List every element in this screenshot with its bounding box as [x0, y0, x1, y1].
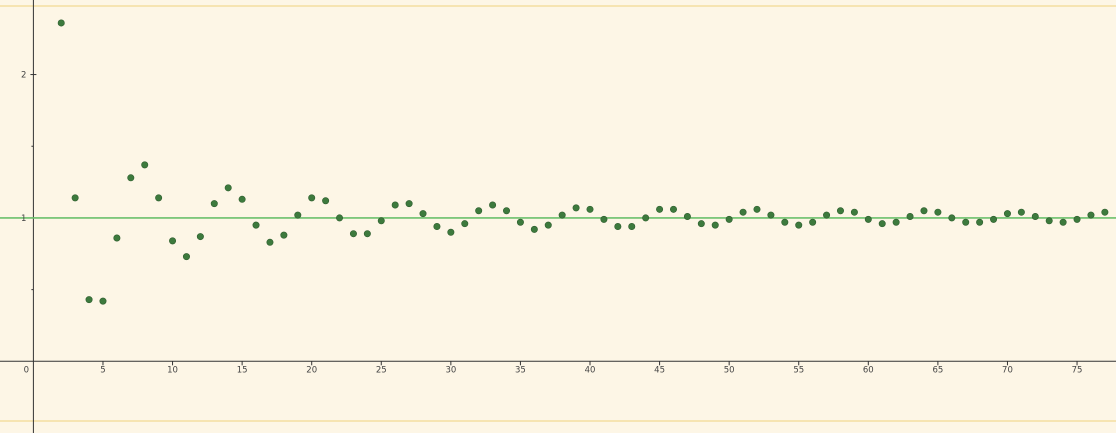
- data-point: [99, 297, 107, 305]
- tick-labels: 0 5 10 15 20 25 30 35 40 45 50 55 60 65 70 75 1 2: [21, 71, 1082, 376]
- x-tick-label: 35: [515, 365, 526, 375]
- data-point: [155, 194, 163, 202]
- data-point: [614, 223, 622, 231]
- data-point: [363, 230, 371, 238]
- data-point: [252, 221, 260, 229]
- data-point: [308, 194, 316, 202]
- data-point: [920, 207, 928, 215]
- data-point: [1045, 217, 1053, 225]
- data-point: [196, 233, 204, 241]
- data-point: [1003, 210, 1011, 218]
- x-tick-label: 65: [932, 365, 943, 375]
- data-point: [934, 208, 942, 216]
- data-point: [391, 201, 399, 209]
- x-tick-label: 60: [863, 365, 874, 375]
- data-point: [572, 204, 580, 212]
- data-point: [600, 215, 608, 223]
- data-point: [711, 221, 719, 229]
- x-tick-label: 10: [167, 365, 178, 375]
- data-point: [656, 205, 664, 213]
- data-point: [419, 210, 427, 218]
- data-point: [85, 296, 93, 304]
- data-point: [948, 214, 956, 222]
- data-point: [238, 195, 246, 203]
- data-point: [1087, 211, 1095, 219]
- data-point: [725, 215, 733, 223]
- data-point: [461, 220, 469, 228]
- data-point: [739, 208, 747, 216]
- x-tick-label: 70: [1002, 365, 1013, 375]
- data-point: [280, 231, 288, 239]
- data-point: [990, 215, 998, 223]
- data-point: [906, 213, 914, 221]
- x-tick-label: 0: [24, 365, 29, 375]
- data-point: [864, 215, 872, 223]
- x-tick-label: 30: [445, 365, 456, 375]
- data-point: [294, 211, 302, 219]
- data-point: [892, 218, 900, 226]
- x-tick-label: 55: [793, 365, 804, 375]
- data-point: [683, 213, 691, 221]
- data-point: [1031, 213, 1039, 221]
- x-tick-label: 25: [376, 365, 387, 375]
- data-point: [878, 220, 886, 228]
- data-point: [697, 220, 705, 228]
- data-point: [57, 19, 65, 27]
- data-point: [1101, 208, 1109, 216]
- data-point: [836, 207, 844, 215]
- data-point: [210, 200, 218, 208]
- data-point: [169, 237, 177, 245]
- x-tick-label: 15: [237, 365, 248, 375]
- data-point: [127, 174, 135, 182]
- x-tick-label: 75: [1072, 365, 1083, 375]
- x-tick-label: 50: [724, 365, 735, 375]
- data-point: [850, 208, 858, 216]
- data-point: [586, 205, 594, 213]
- data-point: [962, 218, 970, 226]
- data-point: [1059, 218, 1067, 226]
- data-point: [266, 238, 274, 246]
- data-point: [503, 207, 511, 215]
- data-point: [753, 205, 761, 213]
- y-tick-label: 1: [21, 214, 26, 224]
- data-point: [1017, 208, 1025, 216]
- data-point: [795, 221, 803, 229]
- data-point: [336, 214, 344, 222]
- data-point: [224, 184, 232, 192]
- data-point: [1073, 215, 1081, 223]
- x-tick-label: 40: [585, 365, 596, 375]
- data-point: [781, 218, 789, 226]
- x-tick-label: 20: [306, 365, 317, 375]
- data-point: [628, 223, 636, 231]
- data-points: [57, 19, 1109, 305]
- x-tick-label: 5: [100, 365, 105, 375]
- data-point: [113, 234, 121, 242]
- data-point: [516, 218, 524, 226]
- data-point: [71, 194, 79, 202]
- data-point: [447, 228, 455, 236]
- data-point: [530, 225, 538, 233]
- data-point: [349, 230, 357, 238]
- data-point: [405, 200, 413, 208]
- data-point: [544, 221, 552, 229]
- data-point: [322, 197, 330, 205]
- data-point: [669, 205, 677, 213]
- data-point: [642, 214, 650, 222]
- y-tick-label: 2: [21, 71, 26, 81]
- data-point: [767, 211, 775, 219]
- data-point: [377, 217, 385, 225]
- data-point: [976, 218, 984, 226]
- data-point: [823, 211, 831, 219]
- data-point: [433, 223, 441, 231]
- data-point: [182, 253, 190, 261]
- data-point: [475, 207, 483, 215]
- data-point: [809, 218, 817, 226]
- data-point: [558, 211, 566, 219]
- data-point: [141, 161, 149, 169]
- x-tick-label: 45: [654, 365, 665, 375]
- data-point: [489, 201, 497, 209]
